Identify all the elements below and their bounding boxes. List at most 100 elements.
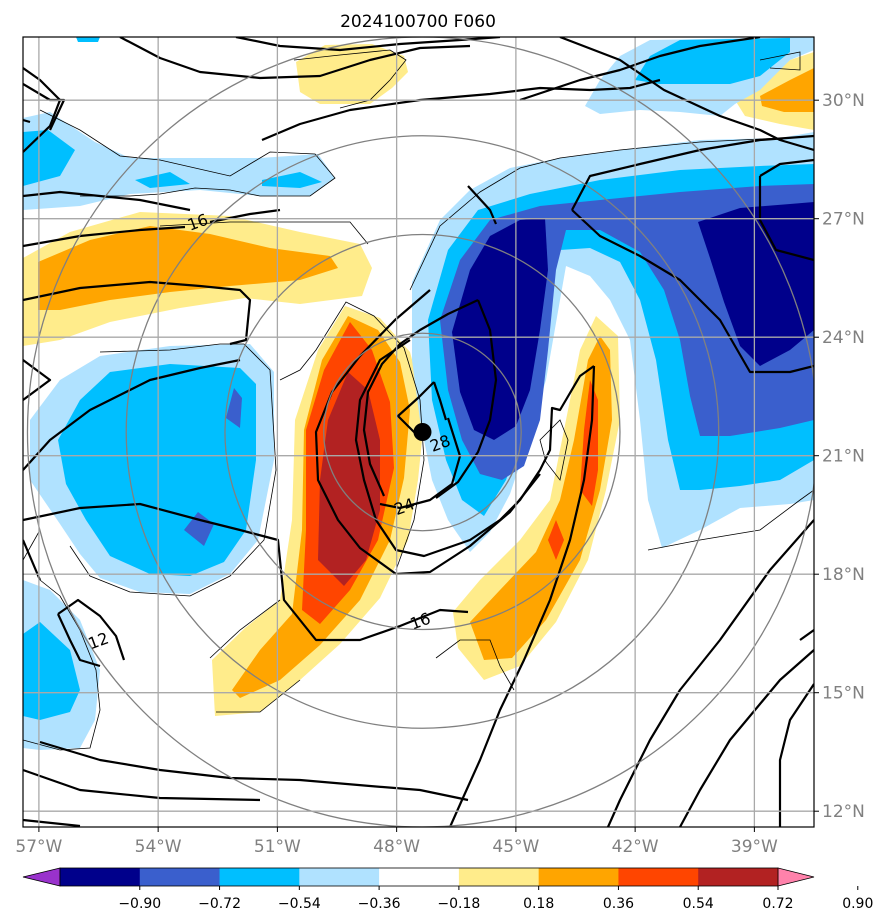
colorbar-label-3: −0.36 [358,896,401,912]
y-tick-label-1: 27°N [822,210,865,230]
contour-top-4 [519,37,761,102]
contour-w-2 [23,190,191,212]
shade-ce-navy2 [698,202,814,366]
shade-east-yellow [453,316,620,680]
colorbar: −0.90 −0.72 −0.54 −0.36 −0.18 0.18 0.36 0.54 0.7… [22,867,873,912]
range-ring-3 [26,37,814,827]
contour-circ-28b [432,381,448,421]
contour-e-5 [799,629,814,641]
shade-nw-blue [23,130,75,186]
colorbar-label-6: 0.36 [603,896,634,912]
colorbar-segment-0 [60,868,141,886]
colorbar-frame [59,867,779,887]
thin-line-14 [539,419,569,481]
range-ring-0 [323,332,522,532]
contour-top-5 [559,37,814,152]
contour-w-12b [57,613,101,668]
thin-line-7 [409,137,781,291]
y-axis-ticks: 30°N 27°N 24°N 21°N 18°N 15°N 12°N [814,91,865,822]
contour-e-4 [778,683,814,827]
contour-w-9 [23,818,81,827]
contour-ne-4 [759,158,814,177]
y-tick-label-5: 15°N [822,684,865,704]
shade-nw-blue2 [135,172,190,188]
contour-ne-2 [571,134,814,211]
thick-contours [23,37,814,827]
contour-top-1 [119,37,471,80]
x-axis-ticks: 57°W 54°W 51°W 48°W 45°W 42°W 39°W [15,827,778,857]
contour-circ-24b [362,299,479,497]
contour-e-2 [606,519,814,827]
shading-layer [23,37,814,750]
thin-line-3 [159,221,369,245]
range-rings [26,37,814,827]
y-tick-label-6: 12°N [822,802,865,822]
thin-line-6 [279,301,425,571]
grid-lines [23,37,814,827]
colorbar-segment-2 [219,868,300,886]
colorbar-label-5: 0.18 [523,896,554,912]
map-frame [22,36,815,828]
thin-line-2 [39,109,336,197]
x-tick-label-5: 42°W [612,837,659,857]
colorbar-segment-1 [139,868,221,886]
thin-line-13 [759,51,801,71]
contour-w-3 [23,280,252,346]
y-tick-label-2: 24°N [822,328,865,348]
colorbar-segment-8 [698,868,779,886]
colorbar-segment-7 [618,868,699,886]
x-tick-label-2: 51°W [254,837,301,857]
shade-ur-blue-top [76,37,100,42]
shade-ur-blue [635,38,790,84]
colorbar-label-9: 0.90 [842,896,873,912]
contour-e-1 [448,365,596,827]
contour-sw-1 [23,539,42,581]
colorbar-extend-low [22,867,61,887]
colorbar-label-4: −0.18 [437,896,480,912]
storm-center-marker [413,423,432,441]
range-ring-2 [125,135,720,729]
shade-sw-blue [23,622,80,720]
thin-line-4 [69,343,277,597]
contour-w-16 [23,225,186,248]
thin-line-12 [23,529,41,561]
colorbar-segment-6 [538,868,619,886]
x-tick-label-4: 45°W [492,837,539,857]
x-tick-label-6: 39°W [731,837,778,857]
thin-line-9 [435,639,515,691]
colorbar-segment-5 [458,868,540,886]
y-tick-label-0: 30°N [822,91,865,111]
contour-e-3 [679,649,814,827]
contour-ne-3 [571,209,814,374]
contour-ne-6 [23,118,31,124]
range-ring-1 [224,233,621,631]
colorbar-label-8: 0.72 [762,896,793,912]
thin-line-11 [216,679,301,713]
y-tick-label-4: 18°N [822,565,865,585]
contour-circ-1 [354,339,595,558]
shade-ne-orange [760,68,814,112]
contour-w-4 [23,359,52,401]
thin-line-8 [647,489,814,551]
shade-east-red-small [548,520,564,560]
shade-west-royal1 [226,388,242,428]
colorbar-label-7: 0.54 [683,896,714,912]
contour-w-6 [23,502,469,642]
colorbar-label-0: −0.90 [118,896,161,912]
x-tick-label-3: 48°W [373,837,420,857]
contour-ne-5 [758,176,814,262]
y-tick-label-3: 21°N [822,447,865,467]
contour-circ-3 [435,299,498,499]
shade-north-yellow [296,44,408,104]
colorbar-extend-high [777,867,815,887]
colorbar-segment-3 [299,868,380,886]
chart-title: 2024100700 F060 [340,12,496,32]
x-tick-label-1: 54°W [135,837,182,857]
colorbar-segment-4 [379,868,460,886]
shade-east-orange [470,336,612,660]
contour-circ-28 [396,381,435,437]
colorbar-label-1: −0.72 [198,896,241,912]
shade-west-orange [38,226,338,310]
